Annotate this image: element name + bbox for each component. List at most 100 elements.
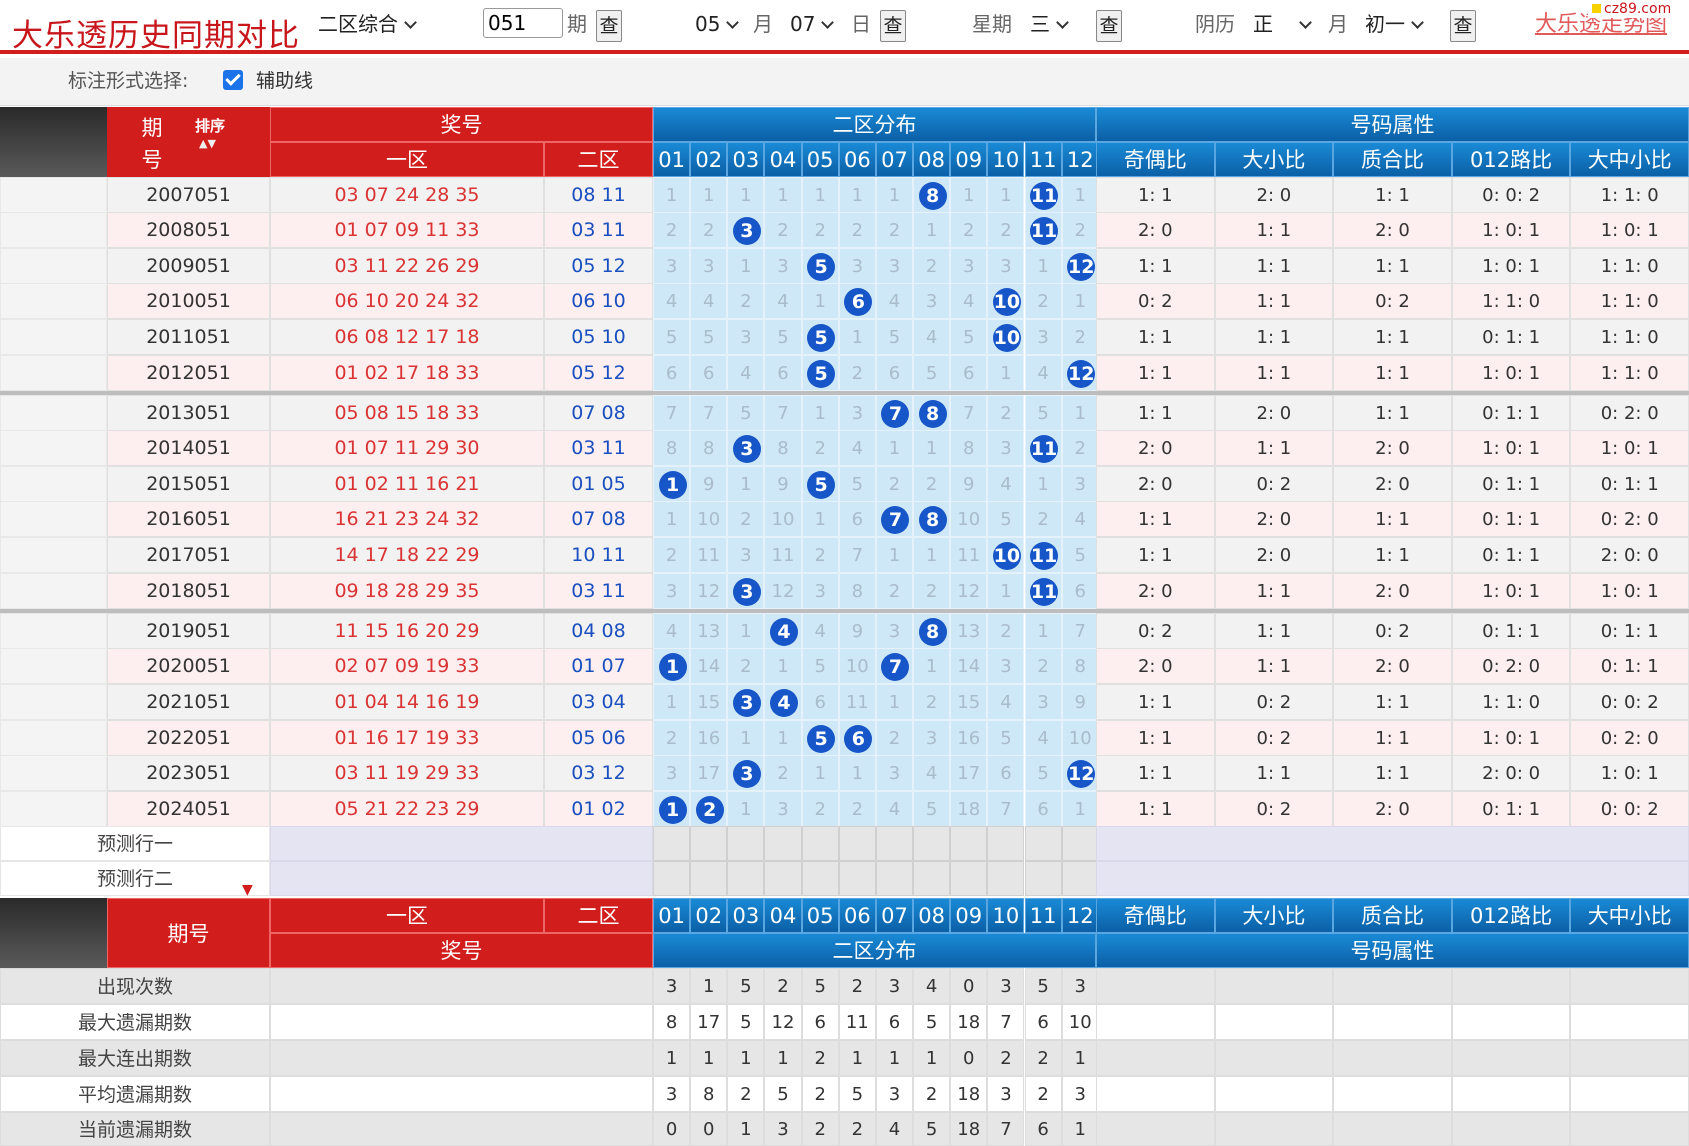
predict-cell[interactable] [987,826,1025,861]
hit-ball: 5 [807,470,836,499]
stat-value: 5 [764,1076,802,1112]
sort-arrows-icon[interactable]: ▲▼ [199,137,216,150]
dist-cell: 7 [875,501,914,537]
dist-col-header: 02 [690,142,728,177]
predict-cell[interactable] [1024,861,1062,896]
stat-value: 3 [653,1076,691,1112]
back-numbers: 05 12 [544,248,653,284]
aux-line-checkbox[interactable] [223,70,243,90]
stat-value: 0 [950,1040,988,1076]
week-query-button[interactable]: 查 [1096,10,1122,42]
dist-cell: 5 [875,319,914,355]
dist-cell: 1 [801,177,839,213]
stat-attr-empty [1096,968,1215,1004]
dist-cell: 6 [838,501,876,537]
predict-cell[interactable] [838,826,876,861]
issue-cell: 2016051 [107,501,270,537]
predict-cell[interactable] [801,826,839,861]
lunar-query-button[interactable]: 查 [1450,10,1476,42]
predict-cell[interactable] [764,826,802,861]
predict-cell[interactable] [838,861,876,896]
predict-cell[interactable] [987,861,1025,896]
footer-dist-col-header: 05 [801,898,839,933]
predict-input-area[interactable] [270,826,653,861]
attr-cell: 0: 2 [1214,791,1334,827]
dist-cell: 2 [1024,648,1062,684]
stat-value: 1 [1061,1040,1099,1076]
predict-cell[interactable] [875,826,914,861]
back-numbers: 03 12 [544,755,653,791]
arrow-down-icon[interactable]: ▼ [242,882,253,898]
stat-value: 2 [801,1076,839,1112]
aux-line-label[interactable]: 辅助线 [256,70,314,92]
dist-cell: 5 [1061,537,1099,573]
predict-cell[interactable] [764,861,802,896]
lunar-day-select[interactable]: 初一 [1365,8,1424,40]
predict-cell[interactable] [801,861,839,896]
predict-cell[interactable] [653,861,691,896]
issue-query-button[interactable]: 查 [596,10,622,42]
stat-empty [270,1076,653,1112]
predict-cell[interactable] [1061,826,1099,861]
front-numbers: 01 07 11 29 30 [270,430,544,466]
predict-cell[interactable] [913,826,951,861]
dist-cell: 1 [987,177,1025,213]
attr-cell: 0: 0: 2 [1451,177,1571,213]
dist-cell: 7 [950,395,988,431]
date-query-button[interactable]: 查 [880,10,906,42]
dist-cell: 17 [950,755,988,791]
stat-attr-empty [1214,968,1334,1004]
footer-attr-col-header: 012路比 [1451,898,1571,933]
dist-cell: 2 [987,613,1025,649]
predict-cell[interactable] [875,861,914,896]
predict-cell[interactable] [653,826,691,861]
predict-cell[interactable] [1024,826,1062,861]
hit-ball: 5 [807,359,836,388]
dist-cell: 5 [987,720,1025,756]
stat-value: 5 [913,1004,951,1040]
hit-ball: 1 [658,470,687,499]
page-title: 大乐透历史同期对比 [12,18,300,54]
dist-cell: 1 [653,684,691,720]
stat-empty [270,968,653,1004]
zone-select[interactable]: 二区综合 [318,8,417,40]
attr-cell: 2: 0 [1214,395,1334,431]
issue-cell: 2007051 [107,177,270,213]
day-select[interactable]: 07 [790,8,835,40]
stat-value: 5 [727,968,765,1004]
predict-cell[interactable] [950,826,988,861]
dist-col-header: 11 [1024,142,1062,177]
front-numbers: 01 02 17 18 33 [270,355,544,391]
front-numbers: 14 17 18 22 29 [270,537,544,573]
predict-cell[interactable] [913,861,951,896]
issue-input[interactable] [483,8,563,38]
predict-cell[interactable] [950,861,988,896]
predict-cell[interactable] [690,826,728,861]
stat-attr-empty [1214,1112,1334,1146]
attr-cell: 0: 1: 1 [1451,501,1571,537]
footer-attr-col-header: 奇偶比 [1096,898,1215,933]
stat-value: 2 [987,1040,1025,1076]
dist-cell: 7 [875,648,914,684]
stat-value: 6 [1024,1112,1062,1146]
dist-cell: 3 [727,319,765,355]
lunar-month-select[interactable]: 正 [1253,8,1312,40]
attr-cell: 1: 0: 1 [1570,755,1689,791]
dist-cell: 2 [875,573,914,609]
sort-button[interactable]: 排序 [195,117,226,135]
dist-cell: 3 [653,248,691,284]
stat-value: 1 [690,1040,728,1076]
predict-cell[interactable] [1061,861,1099,896]
attr-cell: 1: 1 [1333,248,1452,284]
week-select[interactable]: 三 [1030,8,1069,40]
stat-value: 5 [727,1004,765,1040]
predict-input-area[interactable] [270,861,653,896]
month-select[interactable]: 05 [695,8,740,40]
predict-cell[interactable] [727,826,765,861]
dist-cell: 1 [764,720,802,756]
dist-cell: 14 [690,648,728,684]
week-select-value: 三 [1030,12,1050,36]
zone-select-value: 二区综合 [318,12,398,36]
predict-cell[interactable] [727,861,765,896]
predict-cell[interactable] [690,861,728,896]
